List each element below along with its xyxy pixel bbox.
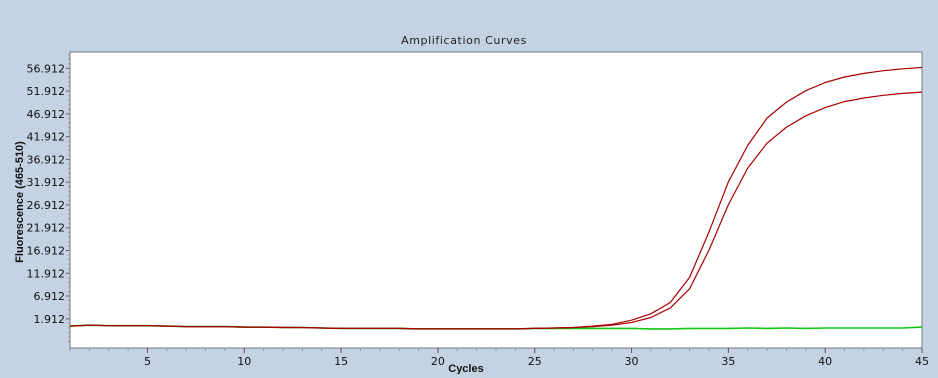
x-tick-label: 10	[237, 355, 251, 368]
plot-area	[69, 51, 923, 349]
chart-title: Amplification Curves	[401, 34, 527, 47]
amplification-chart: Amplification Curves 1.912 6.912 11.912 16.…	[14, 34, 929, 374]
y-tick-label: 6.912	[34, 290, 66, 303]
x-tick-label: 35	[721, 355, 735, 368]
x-tick-label: 5	[144, 355, 151, 368]
y-tick-label: 36.912	[27, 153, 66, 166]
y-tick-label: 51.912	[27, 85, 66, 98]
series-layer	[69, 66, 923, 330]
y-axis: 1.912 6.912 11.912 16.912 21.912 26.912 31.912…	[27, 54, 70, 342]
y-tick-label: 46.912	[27, 108, 66, 121]
x-tick-label: 30	[625, 355, 639, 368]
y-tick-label: 31.912	[27, 176, 66, 189]
x-axis-label: Cycles	[448, 363, 483, 374]
x-axis: 5 10 15 20 25 30 35 40 45	[69, 348, 929, 368]
y-tick-label: 56.912	[27, 62, 66, 75]
y-tick-label: 11.912	[27, 267, 66, 280]
x-tick-label: 15	[334, 355, 348, 368]
y-tick-label: 1.912	[34, 313, 66, 326]
y-tick-label: 26.912	[27, 199, 66, 212]
y-tick-label: 16.912	[27, 244, 66, 257]
series-line-2	[69, 91, 923, 330]
y-axis-label: Fluorescence (465-510)	[14, 141, 26, 263]
x-tick-label: 25	[528, 355, 542, 368]
y-tick-label: 41.912	[27, 131, 66, 144]
x-tick-label: 40	[818, 355, 832, 368]
y-tick-label: 21.912	[27, 222, 66, 235]
x-tick-label: 20	[431, 355, 445, 368]
x-tick-label: 45	[915, 355, 929, 368]
amplification-chart-panel: Amplification Curves 1.912 6.912 11.912 16.…	[6, 6, 932, 374]
